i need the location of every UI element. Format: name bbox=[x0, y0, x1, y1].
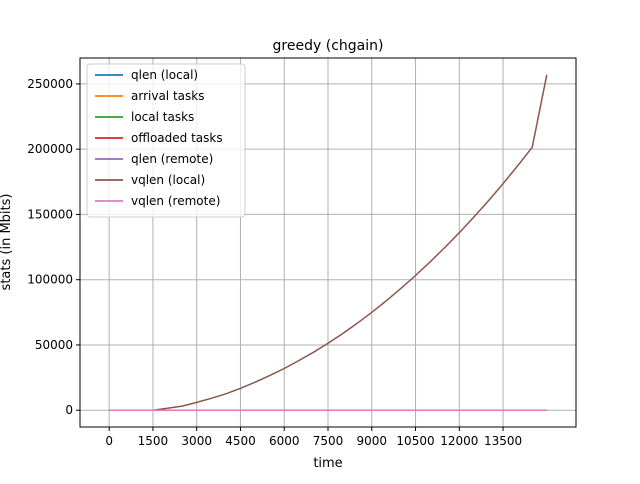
y-tick-label: 200000 bbox=[27, 142, 73, 156]
legend-label: qlen (local) bbox=[131, 68, 198, 82]
x-tick-label: 0 bbox=[105, 434, 113, 448]
legend-label: local tasks bbox=[131, 110, 194, 124]
legend-label: vqlen (local) bbox=[131, 173, 205, 187]
y-tick-label: 100000 bbox=[27, 273, 73, 287]
y-tick-label: 50000 bbox=[35, 338, 73, 352]
x-tick-label: 9000 bbox=[356, 434, 387, 448]
y-tick-label: 250000 bbox=[27, 77, 73, 91]
chart-title: greedy (chgain) bbox=[273, 38, 384, 54]
legend-label: offloaded tasks bbox=[131, 131, 223, 145]
y-axis-label: stats (in Mbits) bbox=[0, 194, 14, 291]
x-axis-label: time bbox=[313, 456, 342, 471]
y-tick-label: 150000 bbox=[27, 207, 73, 221]
x-tick-label: 7500 bbox=[313, 434, 344, 448]
legend: qlen (local) arrival tasks local tasks offl… bbox=[86, 63, 246, 218]
legend-label: arrival tasks bbox=[131, 89, 204, 103]
x-axis: 0 1500 3000 4500 6000 7500 9000 10500 12000 13500 bbox=[105, 427, 522, 448]
legend-box bbox=[86, 63, 246, 218]
plot-lines bbox=[109, 74, 548, 411]
y-tick-label: 0 bbox=[65, 403, 73, 417]
y-axis: 0 50000 100000 150000 200000 250000 bbox=[27, 77, 80, 417]
x-tick-label: 12000 bbox=[440, 434, 478, 448]
x-tick-label: 10500 bbox=[396, 434, 434, 448]
x-tick-label: 6000 bbox=[269, 434, 300, 448]
legend-label: qlen (remote) bbox=[131, 152, 213, 166]
x-tick-label: 4500 bbox=[225, 434, 256, 448]
x-tick-label: 13500 bbox=[484, 434, 522, 448]
x-tick-label: 3000 bbox=[181, 434, 212, 448]
series-line-5 bbox=[109, 74, 548, 411]
x-tick-label: 1500 bbox=[138, 434, 169, 448]
legend-label: vqlen (remote) bbox=[131, 194, 220, 208]
